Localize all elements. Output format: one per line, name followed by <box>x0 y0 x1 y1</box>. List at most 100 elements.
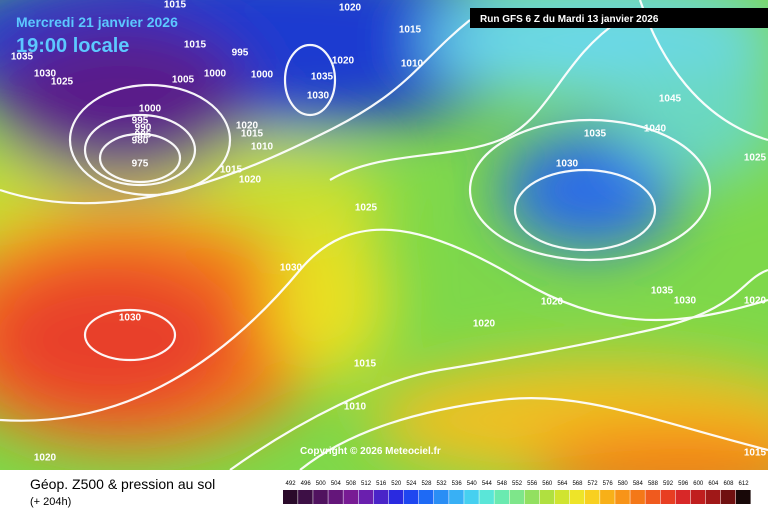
scale-label: 548 <box>497 481 508 487</box>
scale-label: 536 <box>452 481 463 487</box>
scale-label: 576 <box>603 481 614 487</box>
isobar-label: 1035 <box>11 52 34 63</box>
scale-cell <box>660 490 676 504</box>
scale-label: 540 <box>467 481 478 487</box>
isobar-label: 1020 <box>744 296 767 307</box>
isobar-label: 1035 <box>651 286 674 297</box>
scale-cell <box>509 490 525 504</box>
scale-cell <box>388 490 404 504</box>
date: Mercredi 21 janvier 2026 <box>16 14 178 30</box>
isobar-label: 1030 <box>556 159 579 170</box>
scale-label: 596 <box>678 481 689 487</box>
scale-label: 520 <box>391 481 402 487</box>
isobar-label: 1000 <box>204 69 227 80</box>
isobar-label: 1025 <box>355 203 378 214</box>
isobar-label: 1020 <box>332 56 355 67</box>
isobar-label: 1030 <box>119 313 142 324</box>
scale-label: 588 <box>648 481 659 487</box>
isobar-label: 1020 <box>34 453 57 464</box>
scale-label: 612 <box>739 481 750 487</box>
scale-cell <box>464 490 479 504</box>
isobar-label: 1015 <box>354 359 377 370</box>
scale-cell <box>283 490 298 504</box>
isobar-label: 1000 <box>251 70 274 81</box>
scale-cell <box>690 490 706 504</box>
isobar-label: 1015 <box>399 25 422 36</box>
legend-title: Géop. Z500 & pression au sol <box>30 476 215 492</box>
isobar-label: 1020 <box>541 297 564 308</box>
scale-label: 600 <box>693 481 704 487</box>
scale-cell <box>539 490 555 504</box>
isobar-label: 1035 <box>584 129 607 140</box>
scale-label: 500 <box>316 481 327 487</box>
isobar-label: 985 <box>135 130 152 141</box>
scale-label: 528 <box>421 481 432 487</box>
copyright: Copyright © 2026 Meteociel.fr <box>300 446 441 457</box>
scale-cell <box>705 490 721 504</box>
scale-cell <box>569 490 585 504</box>
isobar-label: 995 <box>132 116 149 127</box>
isobar-label: 990 <box>135 123 152 134</box>
isobar-label: 1020 <box>339 3 362 14</box>
isobar-label: 1000 <box>139 104 162 115</box>
isobar-label: 995 <box>232 48 249 59</box>
run-info: Run GFS 6 Z du Mardi 13 janvier 2026 <box>480 14 659 25</box>
scale-label: 568 <box>572 481 583 487</box>
scale-label: 496 <box>301 481 312 487</box>
scale-cell <box>328 490 343 504</box>
scale-label: 560 <box>542 481 553 487</box>
isobar-label: 1025 <box>744 153 767 164</box>
scale-cell <box>403 490 419 504</box>
scale-cell <box>298 490 313 504</box>
scale-cell <box>479 490 494 504</box>
scale-cell <box>720 490 736 504</box>
isobar-label: 1010 <box>344 402 367 413</box>
isobar-label: 1020 <box>236 121 259 132</box>
scale-label: 572 <box>588 481 599 487</box>
scale-cell <box>630 490 645 504</box>
scale-label: 552 <box>512 481 523 487</box>
isobar-label: 1005 <box>172 75 195 86</box>
scale-cell <box>434 490 449 504</box>
isobar-label: 1015 <box>241 129 264 140</box>
isobar-label: 1015 <box>220 165 243 176</box>
isobar-label: 1015 <box>164 0 187 11</box>
isobar-label: 1035 <box>311 72 334 83</box>
scale-label: 492 <box>286 481 297 487</box>
scale-label: 556 <box>527 481 538 487</box>
scale-label: 580 <box>618 481 629 487</box>
scale-label: 608 <box>723 481 734 487</box>
scale-label: 592 <box>663 481 674 487</box>
isobar-label: 1045 <box>659 94 682 105</box>
scale-label: 504 <box>331 481 342 487</box>
isobar-label: 1015 <box>744 448 767 459</box>
scale-cell <box>736 490 751 504</box>
isobar-label: 1020 <box>239 175 262 186</box>
isobar-label: 1010 <box>251 142 274 153</box>
scale-label: 516 <box>376 481 387 487</box>
isobar-label: 1030 <box>280 263 303 274</box>
scale-label: 532 <box>437 481 448 487</box>
isobar-label: 1040 <box>644 124 667 135</box>
isobar-label: 1025 <box>51 77 74 88</box>
lead-time: (+ 204h) <box>30 496 71 508</box>
scale-cell <box>358 490 374 504</box>
scale-cell <box>524 490 540 504</box>
scale-label: 508 <box>346 481 357 487</box>
scale-label: 604 <box>708 481 719 487</box>
isobar-label: 1030 <box>674 296 697 307</box>
isobar-label: 975 <box>132 159 149 170</box>
scale-cell <box>418 490 434 504</box>
scale-cell <box>600 490 615 504</box>
scale-cell <box>373 490 389 504</box>
isobar-label: 1015 <box>184 40 207 51</box>
scale-label: 584 <box>633 481 644 487</box>
scale-cell <box>585 490 600 504</box>
isobar-label: 1020 <box>473 319 496 330</box>
isobar-label: 980 <box>132 136 149 147</box>
scale-cell <box>449 490 464 504</box>
scale-label: 512 <box>361 481 372 487</box>
scale-label: 544 <box>482 481 493 487</box>
